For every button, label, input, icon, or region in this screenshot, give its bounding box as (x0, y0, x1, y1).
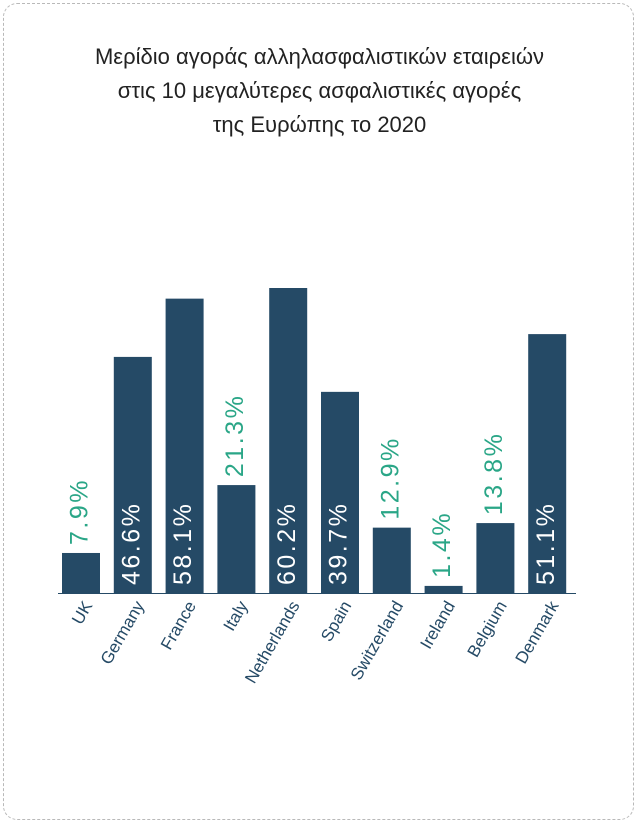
data-label-italy: 21.3% (221, 394, 249, 477)
x-tick-label-uk: UK (68, 597, 97, 628)
data-label-switzerland: 12.9% (376, 436, 404, 519)
bar-italy (217, 485, 256, 593)
bar-france (165, 298, 204, 593)
chart-title-line-3: της Ευρώπης το 2020 (212, 112, 427, 137)
data-label-uk: 7.9% (66, 478, 94, 545)
x-tick-label-switzerland: Switzerland (347, 598, 407, 684)
bar-denmark (528, 334, 567, 593)
data-label-germany: 46.6% (117, 502, 145, 585)
x-tick-label-ireland: Ireland (417, 598, 459, 653)
x-tick-label-italy: Italy (220, 597, 252, 634)
data-label-spain: 39.7% (325, 502, 353, 585)
data-label-belgium: 13.8% (480, 432, 508, 515)
bar-germany (113, 356, 152, 593)
data-label-denmark: 51.1% (532, 502, 560, 585)
chart-title-line-1: Μερίδιο αγοράς αλληλασφαλιστικών εταιρει… (94, 44, 545, 69)
x-tick-label-germany: Germany (97, 597, 149, 667)
chart-title: Μερίδιο αγοράς αλληλασφαλιστικών εταιρει… (0, 40, 639, 142)
bar-ireland (424, 585, 463, 593)
chart-title-line-2: στις 10 μεγαλύτερες ασφαλιστικές αγορές (117, 78, 522, 103)
x-tick-label-netherlands: Netherlands (241, 598, 303, 687)
bar-netherlands (269, 288, 308, 593)
bar-uk (62, 552, 100, 593)
bar-spain (321, 391, 359, 593)
bar-switzerland (372, 527, 411, 593)
x-tick-label-france: France (157, 598, 200, 653)
data-label-netherlands: 60.2% (273, 502, 301, 585)
data-label-france: 58.1% (169, 502, 197, 585)
data-label-ireland: 1.4% (428, 511, 456, 578)
bar-belgium (476, 523, 515, 593)
x-tick-label-denmark: Denmark (512, 597, 563, 667)
x-tick-label-belgium: Belgium (464, 598, 511, 661)
x-tick-label-spain: Spain (317, 598, 355, 645)
